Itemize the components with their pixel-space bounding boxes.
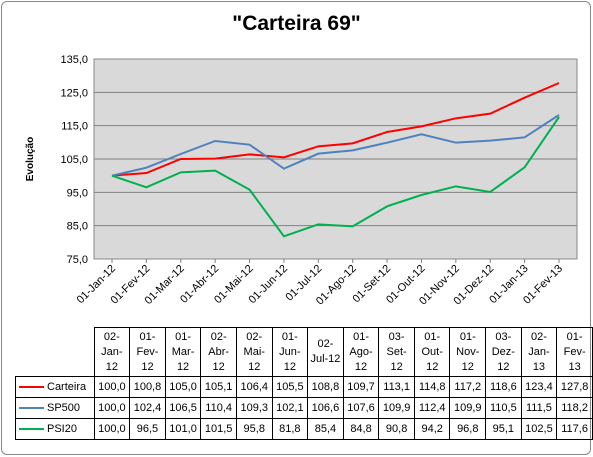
data-table: 02- Jan- 12 01- Fev- 12 01- Mar- 12 02- Abr- 12 02- M… [15,327,593,440]
table-value-cell: 109,7 [342,376,380,398]
table-value-cell: 108,8 [307,376,344,398]
table-date-cell: 01- Out- 12 [413,327,451,377]
legend-swatch [19,386,44,389]
table-value-cell: 117,6 [556,418,593,440]
x-tick-labels: 01-Jan-1201-Fev-1201-Mar-1201-Abr-1201-M… [75,259,565,307]
table-value-cell: 96,8 [449,418,487,440]
table-value-cell: 110,4 [200,397,237,419]
table-date-cell: 01- Fev- 12 [129,327,166,377]
series-line-psi20 [111,116,560,238]
table-date-cell: 02- Jul-12 [307,327,344,377]
table-value-cell: 114,8 [413,376,451,398]
table-value-cell: 109,3 [235,397,273,419]
y-tick-label: 115,0 [61,121,88,133]
table-value-cell: 123,4 [520,376,558,398]
table-value-cell: 95,1 [485,418,522,440]
table-value-cell: 90,8 [378,418,415,440]
series-lines [111,82,560,238]
table-value-cell: 127,8 [556,376,593,398]
y-tick-labels: 75,0 85,0 95,0 105,0 115,0 125,0 135,0 [60,54,88,266]
table-value-cell: 105,0 [164,376,202,398]
legend-swatch [19,428,44,431]
line-chart: 75,0 85,0 95,0 105,0 115,0 125,0 135,0 01-Jan-… [25,54,578,307]
table-date-cell: 02- Jan- 13 [520,327,558,377]
y-tick-label: 125,0 [60,87,88,99]
table-row: Carteira 100,0 100,8 105,0 105,1 106,4 105,5 10… [15,376,593,398]
table-date-cell: 02- Abr- 12 [200,327,237,377]
table-value-cell: 101,5 [200,418,237,440]
chart-title: "Carteira 69" [232,12,361,35]
table-value-cell: 109,9 [449,397,487,419]
table-value-cell: 96,5 [129,418,166,440]
table-date-cell: 01- Mar- 12 [164,327,202,377]
table-corner [16,328,95,377]
table-value-cell: 107,6 [342,397,380,419]
table-date-cell: 01- Fev- 13 [556,327,593,377]
table-value-cell: 85,4 [307,418,344,440]
y-tick-label: 95,0 [67,187,88,199]
table-value-cell: 109,9 [378,397,415,419]
table-value-cell: 110,5 [485,397,522,419]
y-tick-label: 135,0 [60,54,88,66]
table-value-cell: 106,4 [235,376,273,398]
table-value-cell: 102,1 [271,397,309,419]
table-value-cell: 100,0 [93,418,131,440]
table-date-cell: 03- Dez- 12 [485,327,522,377]
table-value-cell: 94,2 [413,418,451,440]
table-date-cell: 02- Jan- 12 [93,327,131,377]
table-value-cell: 100,0 [93,397,131,419]
table-value-cell: 102,5 [520,418,558,440]
table-value-cell: 106,5 [164,397,202,419]
table-value-cell: 117,2 [449,376,487,398]
y-tick-label: 105,0 [60,154,88,166]
series-line-sp500 [111,114,560,177]
table-value-cell: 113,1 [378,376,415,398]
table-date-cell: 02- Mai- 12 [235,327,273,377]
table-row: SP500 100,0 102,4 106,5 110,4 109,3 102,1 106,6… [15,397,593,419]
table-value-cell: 118,6 [485,376,522,398]
table-value-cell: 111,5 [520,397,558,419]
y-tick-label: 75,0 [67,254,88,266]
legend-label: Carteira [47,381,87,393]
table-row: PSI20 100,0 96,5 101,0 101,5 95,8 81,8 85,4 84,8… [15,418,593,440]
table-date-cell: 01- Jun- 12 [271,327,309,377]
legend-label: PSI20 [47,423,77,435]
series-line-carteira [111,82,560,177]
table-value-cell: 105,1 [200,376,237,398]
table-value-cell: 84,8 [342,418,380,440]
table-value-cell: 102,4 [129,397,166,419]
gridlines [94,91,577,227]
table-date-cell: 01- Ago- 12 [342,327,380,377]
table-value-cell: 105,5 [271,376,309,398]
y-axis-label: Evolução [25,137,36,181]
legend-entry: Carteira [15,376,95,398]
legend-label: SP500 [47,402,81,414]
table-value-cell: 118,2 [556,397,593,419]
legend-entry: SP500 [15,397,95,419]
legend-entry: PSI20 [15,418,95,440]
table-value-cell: 81,8 [271,418,309,440]
table-value-cell: 95,8 [235,418,273,440]
table-date-cell: 03- Set- 12 [378,327,415,377]
y-tick-label: 85,0 [67,221,88,233]
legend-swatch [19,407,44,410]
table-value-cell: 106,6 [307,397,344,419]
table-value-cell: 112,4 [413,397,451,419]
table-value-cell: 101,0 [164,418,202,440]
table-date-cell: 01- Nov- 12 [449,327,487,377]
table-value-cell: 100,8 [129,376,166,398]
table-header-row: 02- Jan- 12 01- Fev- 12 01- Mar- 12 02- Abr- 12 02- M… [16,327,593,377]
table-value-cell: 100,0 [93,376,131,398]
